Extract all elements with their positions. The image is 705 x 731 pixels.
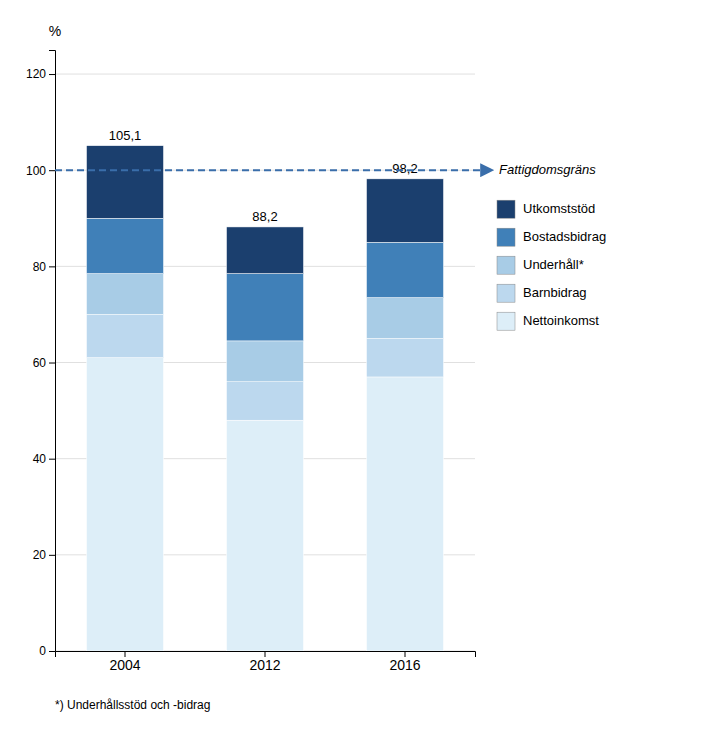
bar <box>227 341 304 382</box>
grid <box>55 74 475 651</box>
legend: Utkomststöd Bostadsbidrag Underhåll* Barnbi… <box>497 200 606 330</box>
y-tick: 20 <box>33 548 55 562</box>
bar <box>367 179 444 242</box>
y-tick-mark <box>49 459 55 460</box>
bar <box>227 382 304 420</box>
y-tick: 40 <box>33 452 55 466</box>
legend-swatch <box>497 256 515 274</box>
y-tick: 60 <box>33 356 55 370</box>
bar-series <box>87 146 444 274</box>
y-tick-mark <box>49 363 55 364</box>
legend-swatch <box>497 284 515 302</box>
y-axis-title: % <box>49 23 61 39</box>
legend-swatch <box>497 312 515 330</box>
bar <box>227 227 304 274</box>
footnote: *) Underhållsstöd och -bidrag <box>55 698 210 712</box>
y-tick-label: 20 <box>33 548 47 562</box>
x-tick: 2004 <box>109 651 140 673</box>
x-tick-label: 2004 <box>109 657 140 673</box>
bar <box>87 314 164 357</box>
bar <box>87 146 164 219</box>
y-tick-label: 80 <box>33 260 47 274</box>
y-tick: 120 <box>26 67 55 81</box>
y-tick-mark <box>49 74 55 75</box>
y-tick-label: 40 <box>33 452 47 466</box>
y-tick: 100 <box>26 164 55 178</box>
y-tick-label: 120 <box>26 67 46 81</box>
grid-line <box>55 74 475 75</box>
chart: 0 20 40 60 80 100 120 2004 2012 2016% 105,1 88,2 98,… <box>0 0 705 731</box>
legend-item: Barnbidrag <box>497 284 587 302</box>
plot: 0 20 40 60 80 100 120 2004 2012 2016% 105,1 88,2 98,… <box>26 23 606 673</box>
bar <box>227 420 304 651</box>
total-labels: 105,1 88,2 98,2 <box>109 128 418 224</box>
legend-item: Bostadsbidrag <box>497 228 606 246</box>
legend-item: Nettoinkomst <box>497 312 599 330</box>
legend-item: Underhåll* <box>497 256 584 274</box>
legend-label: Nettoinkomst <box>523 313 599 328</box>
y-tick-label: 100 <box>26 164 46 178</box>
legend-item: Utkomststöd <box>497 200 595 218</box>
bar <box>367 298 444 339</box>
total-label: 88,2 <box>252 209 277 224</box>
legend-label: Underhåll* <box>523 257 584 272</box>
poverty-line <box>55 169 483 171</box>
x-tick: 2012 <box>249 651 280 673</box>
y-tick-mark <box>49 170 55 171</box>
x-axis: 2004 2012 2016 <box>56 651 476 673</box>
poverty-label: Fattigdomsgräns <box>499 162 596 177</box>
y-tick-label: 0 <box>39 644 46 658</box>
total-label: 105,1 <box>109 128 142 143</box>
bar <box>87 358 164 651</box>
bar <box>367 338 444 376</box>
y-axis: 0 20 40 60 80 100 120 <box>26 51 56 659</box>
bar <box>367 242 444 297</box>
y-tick-label: 60 <box>33 356 47 370</box>
x-tick-label: 2016 <box>389 657 420 673</box>
y-tick-mark <box>49 555 55 556</box>
legend-label: Bostadsbidrag <box>523 229 606 244</box>
bar-series <box>87 358 444 651</box>
y-tick-mark <box>49 266 55 267</box>
bar <box>87 274 164 315</box>
bar <box>367 377 444 651</box>
x-tick-label: 2012 <box>249 657 280 673</box>
y-tick: 80 <box>33 260 55 274</box>
legend-swatch <box>497 228 515 246</box>
legend-label: Utkomststöd <box>523 201 595 216</box>
y-axis-line <box>49 51 56 652</box>
x-tick: 2016 <box>389 651 420 673</box>
y-tick: 0 <box>39 644 55 658</box>
y-tick-mark <box>49 651 55 652</box>
legend-label: Barnbidrag <box>523 285 587 300</box>
legend-swatch <box>497 200 515 218</box>
bar <box>227 274 304 341</box>
bar <box>87 218 164 273</box>
total-label: 98,2 <box>392 161 417 176</box>
bars <box>87 146 444 651</box>
